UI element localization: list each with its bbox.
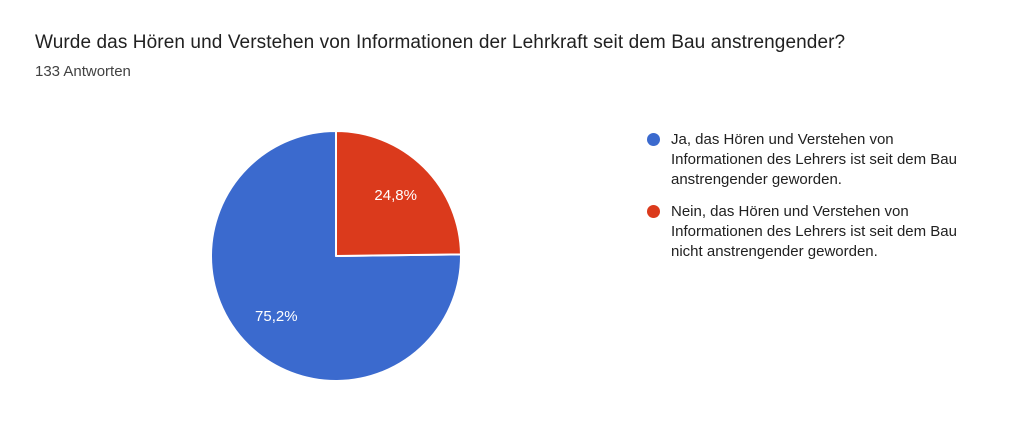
pie-chart: 75,2% 24,8% — [210, 130, 462, 382]
answer-count: 133 Antworten — [35, 63, 131, 80]
question-title: Wurde das Hören und Verstehen von Inform… — [35, 32, 846, 53]
slice-percentage-label: 75,2% — [255, 308, 298, 325]
legend: Ja, das Hören und Verstehen von Informat… — [647, 130, 979, 262]
legend-item: Nein, das Hören und Verstehen von Inform… — [647, 202, 979, 262]
pie-slice[interactable] — [210, 130, 462, 382]
legend-label: Ja, das Hören und Verstehen von Informat… — [671, 131, 957, 188]
pie-slice[interactable] — [335, 130, 462, 257]
legend-color-dot — [647, 205, 660, 218]
legend-color-dot — [647, 133, 660, 146]
legend-item: Ja, das Hören und Verstehen von Informat… — [647, 130, 979, 190]
legend-label: Nein, das Hören und Verstehen von Inform… — [671, 203, 957, 260]
slice-percentage-label: 24,8% — [374, 187, 417, 204]
